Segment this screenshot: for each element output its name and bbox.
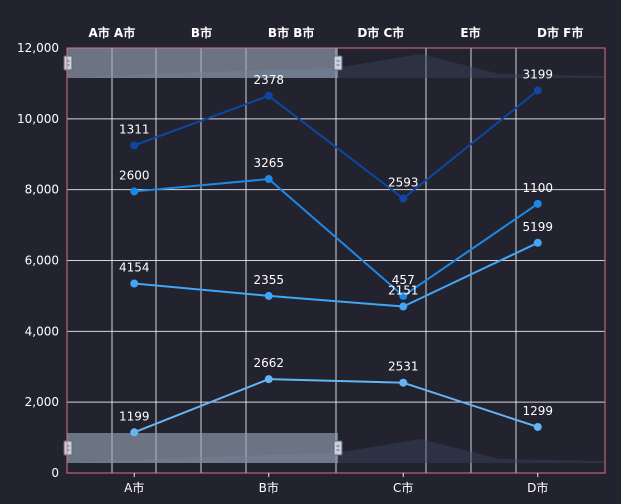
y-tick-label: 6,000 xyxy=(25,254,59,268)
data-point xyxy=(533,199,542,208)
x-axis-top: A市 A市 B市 B市 B市 D市 C市 E市 D市 F市 xyxy=(88,25,583,40)
series-line xyxy=(134,178,539,298)
data-point xyxy=(130,279,139,288)
data-label: 4154 xyxy=(119,261,150,275)
data-point xyxy=(264,91,273,100)
data-label: 2151 xyxy=(388,284,419,298)
data-point xyxy=(130,428,139,437)
data-label: 2531 xyxy=(388,360,419,374)
data-point xyxy=(399,194,408,203)
zoom-handle xyxy=(63,55,73,71)
data-label: 2593 xyxy=(388,176,419,190)
y-tick-label: 8,000 xyxy=(25,183,59,197)
data-label: 1299 xyxy=(522,404,553,418)
data-label: 2600 xyxy=(119,168,150,182)
top-axis-label: E市 xyxy=(460,25,480,40)
top-axis-label: D市 F市 xyxy=(537,25,583,40)
y-tick-label: 2,000 xyxy=(25,395,59,409)
top-axis-label: D市 C市 xyxy=(357,25,404,40)
y-tick-label: 0 xyxy=(51,466,59,480)
zoom-window xyxy=(67,433,338,463)
data-label: 3265 xyxy=(253,156,284,170)
data-point xyxy=(130,187,139,196)
x-tick-label: A市 xyxy=(124,480,144,495)
y-tick-label: 4,000 xyxy=(25,324,59,338)
data-point xyxy=(130,141,139,150)
data-point xyxy=(533,238,542,247)
data-point xyxy=(399,302,408,311)
data-label: 5199 xyxy=(522,220,553,234)
zoom-handle xyxy=(333,55,343,71)
vertical-gridlines xyxy=(111,48,517,473)
plot-frame xyxy=(66,47,606,474)
top-axis-label: A市 A市 xyxy=(88,25,135,40)
x-tick-label: B市 xyxy=(259,480,279,495)
data-point xyxy=(264,291,273,300)
zoom-handle xyxy=(63,440,73,456)
data-point xyxy=(533,422,542,431)
zoom-handle xyxy=(333,440,343,456)
data-point xyxy=(399,291,408,300)
data-label: 1199 xyxy=(119,409,150,423)
data-point xyxy=(264,375,273,384)
x-tick-label: C市 xyxy=(393,480,413,495)
plot-border xyxy=(66,47,606,474)
data-label: 2378 xyxy=(253,73,284,87)
series-line xyxy=(133,89,539,200)
x-tick-label: D市 xyxy=(527,480,548,495)
data-point xyxy=(264,175,273,184)
top-axis-label: B市 B市 xyxy=(268,25,314,40)
data-point xyxy=(399,378,408,387)
y-tick-label: 10,000 xyxy=(17,112,59,126)
data-label: 1311 xyxy=(119,122,150,136)
top-axis-label: B市 xyxy=(191,25,212,40)
data-point xyxy=(533,86,542,95)
y-axis: 0 2,000 4,000 6,000 8,000 10,000 12,000 xyxy=(17,41,59,480)
series-group: 1311 2378 2593 3199 2600 3265 457 1100 4154 2355 2… xyxy=(119,68,553,437)
data-label: 2355 xyxy=(253,273,284,287)
data-label: 457 xyxy=(392,273,415,287)
y-tick-label: 12,000 xyxy=(17,41,59,55)
zoom-window xyxy=(67,48,338,78)
data-label: 1100 xyxy=(522,181,553,195)
data-label: 3199 xyxy=(522,68,553,82)
data-zoom-sliders[interactable] xyxy=(63,48,605,463)
x-axis-bottom: A市 B市 C市 D市 xyxy=(124,473,548,495)
series-line xyxy=(133,378,539,434)
series-line xyxy=(134,241,539,308)
data-label: 2662 xyxy=(253,356,284,370)
